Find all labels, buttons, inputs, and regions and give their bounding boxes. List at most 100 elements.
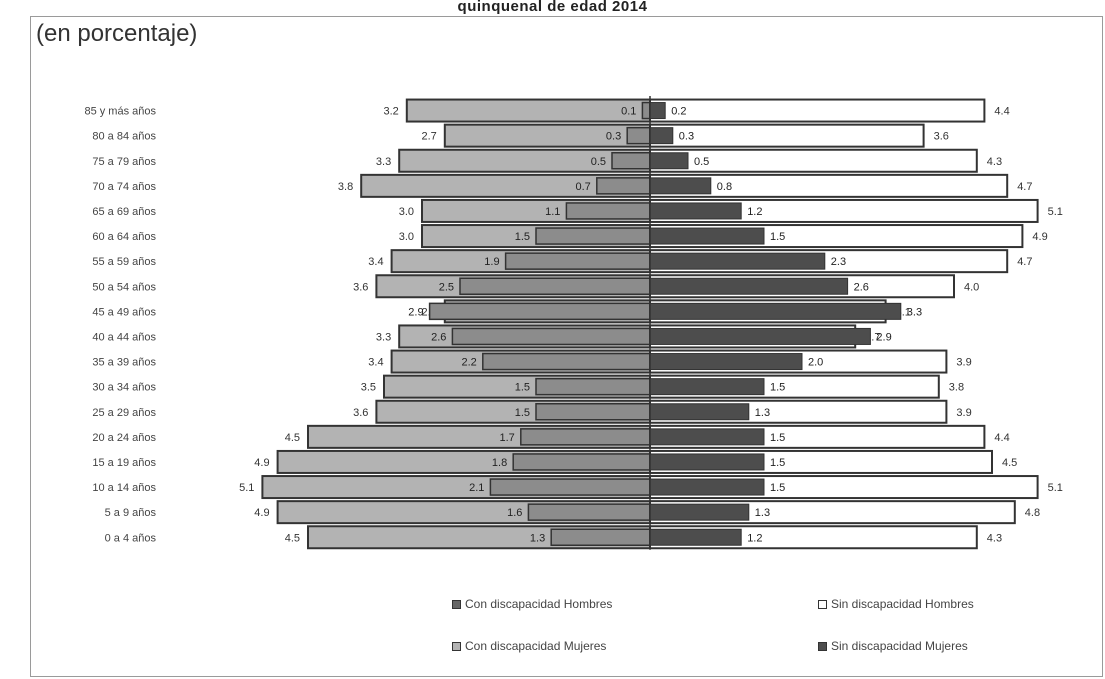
value-label-con-mujeres: 3.8 xyxy=(338,181,353,193)
value-label-sin-hombres: 0.3 xyxy=(679,131,694,143)
bar-con-hombres xyxy=(482,352,651,371)
legend-item-con-hombres: Con discapacidad Hombres xyxy=(452,597,612,611)
value-label-sin-hombres: 1.2 xyxy=(747,206,762,218)
bar-con-hombres xyxy=(527,503,651,521)
value-label-sin-mujeres: 4.3 xyxy=(987,156,1002,168)
value-label-con-hombres: 0.5 xyxy=(591,156,606,168)
value-label-con-mujeres: 4.9 xyxy=(254,507,269,519)
bar-con-hombres xyxy=(520,428,651,446)
value-label-sin-hombres: 1.3 xyxy=(755,407,770,419)
bar-sin-hombres xyxy=(649,252,826,270)
value-label-con-mujeres: 3.3 xyxy=(376,156,391,168)
category-label: 40 a 44 años xyxy=(92,331,156,343)
value-label-sin-hombres: 2.6 xyxy=(854,281,869,293)
bar-con-hombres xyxy=(428,302,651,321)
value-label-sin-mujeres: 4.4 xyxy=(994,106,1009,118)
legend-swatch-con-mujeres xyxy=(452,641,461,651)
value-label-con-hombres: 1.5 xyxy=(515,382,530,394)
bar-sin-hombres xyxy=(649,353,803,371)
category-label: 25 a 29 años xyxy=(92,407,156,419)
value-label-con-hombres: 1.7 xyxy=(500,432,515,444)
value-label-sin-hombres: 1.5 xyxy=(770,482,785,494)
bar-con-hombres xyxy=(535,403,651,421)
bar-con-hombres xyxy=(451,327,651,346)
bar-sin-hombres xyxy=(649,202,742,220)
value-label-con-hombres: 1.6 xyxy=(507,507,522,519)
value-label-sin-mujeres: 5.1 xyxy=(1048,206,1063,218)
value-label-con-mujeres: 4.5 xyxy=(285,432,300,444)
value-label-sin-hombres: 1.2 xyxy=(747,532,762,544)
category-label: 50 a 54 años xyxy=(92,281,156,293)
value-label-con-mujeres: 3.6 xyxy=(353,407,368,419)
category-label: 85 y más años xyxy=(84,106,156,118)
value-label-sin-mujeres: 4.0 xyxy=(964,281,979,293)
bar-con-hombres xyxy=(565,202,651,220)
category-label: 20 a 24 años xyxy=(92,432,156,444)
value-label-con-hombres: 0.1 xyxy=(621,106,636,118)
value-label-sin-mujeres: 4.7 xyxy=(1017,181,1032,193)
value-label-sin-hombres: 2.9 xyxy=(876,331,891,343)
bar-sin-hombres xyxy=(649,428,765,446)
bar-sin-hombres xyxy=(649,227,765,245)
bar-sin-hombres xyxy=(649,378,765,396)
value-label-sin-hombres: 2.0 xyxy=(808,357,823,369)
value-label-con-hombres: 2.6 xyxy=(431,331,446,343)
category-label: 10 a 14 años xyxy=(92,482,156,494)
value-label-sin-mujeres: 4.5 xyxy=(1002,457,1017,469)
category-label: 30 a 34 años xyxy=(92,382,156,394)
value-label-con-mujeres: 4.9 xyxy=(254,457,269,469)
value-label-con-hombres: 1.1 xyxy=(545,206,560,218)
bar-con-hombres xyxy=(626,126,651,145)
value-label-sin-mujeres: 3.9 xyxy=(956,357,971,369)
value-label-sin-mujeres: 3.9 xyxy=(956,407,971,419)
bar-sin-hombres xyxy=(649,277,849,295)
bar-con-hombres xyxy=(611,152,651,170)
legend-swatch-sin-hombres xyxy=(818,599,827,609)
category-label: 45 a 49 años xyxy=(92,306,156,318)
value-label-con-hombres: 2.1 xyxy=(469,482,484,494)
value-label-con-hombres: 1.5 xyxy=(515,407,530,419)
value-label-con-hombres: 2.2 xyxy=(462,357,477,369)
value-label-con-mujeres: 3.0 xyxy=(399,206,414,218)
bar-con-mujeres xyxy=(405,98,651,123)
value-label-sin-mujeres: 4.7 xyxy=(1017,256,1032,268)
category-label: 75 a 79 años xyxy=(92,156,156,168)
value-label-con-hombres: 1.9 xyxy=(484,256,499,268)
bar-sin-hombres xyxy=(649,127,674,145)
value-label-con-hombres: 2.9 xyxy=(408,306,423,318)
value-label-con-mujeres: 3.4 xyxy=(368,256,383,268)
bar-con-hombres xyxy=(641,101,651,120)
chart-title: quinquenal de edad 2014 xyxy=(457,0,648,15)
category-label: 55 a 59 años xyxy=(92,256,156,268)
value-label-sin-hombres: 0.5 xyxy=(694,156,709,168)
legend-label-sin-hombres: Sin discapacidad Hombres xyxy=(831,597,974,611)
bar-con-hombres xyxy=(535,377,651,396)
bar-con-hombres xyxy=(459,277,651,295)
bar-sin-hombres xyxy=(649,528,742,546)
value-label-sin-hombres: 0.8 xyxy=(717,181,732,193)
value-label-sin-mujeres: 3.6 xyxy=(934,131,949,143)
value-label-con-mujeres: 4.5 xyxy=(285,532,300,544)
value-label-sin-hombres: 1.3 xyxy=(755,507,770,519)
category-label: 0 a 4 años xyxy=(105,532,157,544)
bar-con-hombres xyxy=(550,528,651,546)
legend-item-sin-mujeres: Sin discapacidad Mujeres xyxy=(818,639,968,653)
value-label-con-hombres: 1.3 xyxy=(530,532,545,544)
value-label-con-mujeres: 3.2 xyxy=(384,106,399,118)
bar-sin-mujeres xyxy=(649,98,986,123)
bar-sin-hombres xyxy=(649,453,765,471)
legend-item-con-mujeres: Con discapacidad Mujeres xyxy=(452,639,606,653)
value-label-con-hombres: 1.8 xyxy=(492,457,507,469)
bar-con-hombres xyxy=(535,227,651,245)
bar-sin-hombres xyxy=(649,102,666,120)
legend-swatch-con-hombres xyxy=(452,599,461,609)
value-label-con-mujeres: 3.4 xyxy=(368,357,383,369)
value-label-sin-hombres: 0.2 xyxy=(671,106,686,118)
value-label-sin-hombres: 1.5 xyxy=(770,457,785,469)
bar-con-hombres xyxy=(596,177,651,195)
value-label-con-hombres: 1.5 xyxy=(515,231,530,243)
bar-sin-hombres xyxy=(649,327,871,345)
value-label-sin-hombres: 2.3 xyxy=(831,256,846,268)
category-label: 70 a 74 años xyxy=(92,181,156,193)
